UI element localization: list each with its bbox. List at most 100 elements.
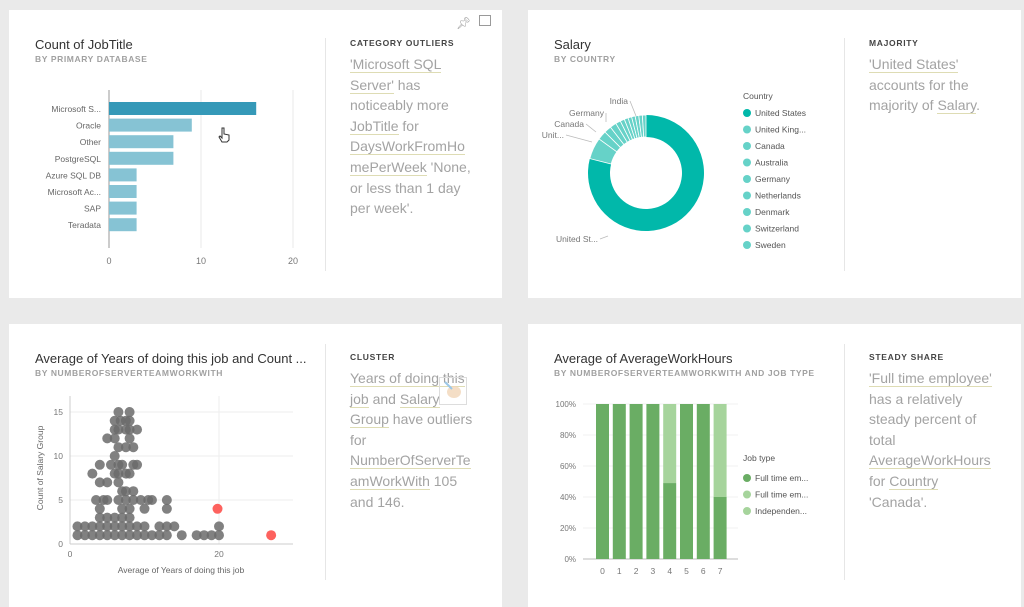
insight-text-segment: accounts for the majority of	[869, 76, 969, 114]
scatter-point	[139, 530, 150, 541]
legend-marker	[743, 158, 751, 167]
scatter-point	[139, 521, 150, 532]
scatter-point	[132, 424, 143, 435]
legend-marker	[743, 142, 751, 150]
scatter-point	[79, 521, 90, 532]
insight-text-segment: has a relatively steady percent of total	[869, 390, 977, 448]
insight-field-highlight: Salary Group	[350, 390, 440, 429]
legend-item: Australia	[755, 158, 788, 168]
scatter-point	[113, 442, 124, 453]
leader-line	[585, 123, 597, 133]
insight-field-highlight: JobTitle	[350, 117, 399, 135]
card-title: Average of Years of doing this job and C…	[35, 351, 307, 366]
scatter-point	[117, 503, 128, 514]
insight-field-highlight: AverageWorkHours	[869, 452, 991, 470]
slice-label: Canada	[554, 119, 584, 129]
leader-line	[599, 235, 609, 240]
y-tick-label: 100%	[556, 400, 576, 409]
scatter-point	[105, 459, 116, 470]
category-label: Oracle	[76, 121, 101, 131]
scatter-point	[94, 512, 105, 523]
category-label: Microsoft Ac...	[48, 187, 101, 197]
bar-chart: 0 10 20 Microsoft S... Oracle Other PostgreSQL…	[46, 90, 298, 266]
scatter-point	[72, 521, 83, 532]
donut-slice	[588, 115, 704, 231]
x-tick-label: 10	[196, 256, 206, 266]
donut-slice	[641, 114, 647, 138]
insight-text-segment: .	[976, 97, 981, 114]
scatter-point	[117, 459, 128, 470]
insight-card-majority[interactable]: Salary BY COUNTRY United St... Unit... Can…	[528, 10, 1021, 298]
insight-card-steady-share[interactable]: Average of AverageWorkHours BY NUMBEROFS…	[528, 324, 1021, 607]
expand-icon[interactable]	[479, 15, 491, 26]
card-title: Count of JobTitle	[35, 37, 133, 52]
legend-marker	[743, 474, 751, 482]
column-segment	[696, 404, 710, 559]
pin-icon[interactable]: 📌︎	[456, 16, 472, 30]
x-tick-label: 20	[288, 256, 298, 266]
slice-label: Germany	[569, 108, 605, 118]
leader-line	[629, 100, 637, 117]
scatter-point	[102, 433, 113, 444]
scatter-point	[102, 477, 113, 488]
bar	[109, 185, 137, 198]
legend-item: Independen...	[755, 506, 807, 516]
legend-item: Sweden	[755, 240, 786, 250]
scatter-point	[87, 468, 98, 479]
scatter-point	[124, 503, 135, 514]
bar	[109, 218, 137, 232]
scatter-point	[120, 442, 131, 453]
scatter-point	[79, 530, 90, 541]
legend-marker	[743, 175, 751, 183]
scatter-point	[109, 512, 120, 523]
y-axis-title: Count of Salary Group	[35, 425, 45, 510]
stacked-column-chart: 0% 20% 40% 60% 80% 100% 0 1 2 3 4 5 6 7 Job type Full t…	[556, 400, 809, 576]
legend-marker	[743, 125, 751, 134]
scatter-point	[128, 486, 139, 497]
column-segment	[713, 497, 727, 559]
legend-item: United States	[755, 108, 806, 118]
scatter-point	[102, 521, 113, 532]
insight-text-segment: and	[368, 390, 400, 407]
category-label: SAP	[84, 204, 101, 214]
legend-title: Job type	[743, 453, 775, 463]
scatter-point	[146, 495, 157, 505]
scatter-point	[109, 530, 120, 541]
card-subtitle: BY PRIMARY DATABASE	[35, 54, 148, 64]
scatter-point	[169, 521, 180, 532]
column-segment	[612, 404, 626, 559]
scatter-point	[132, 530, 143, 541]
scatter-point	[113, 477, 124, 488]
scatter-point	[135, 495, 146, 505]
column-segment	[629, 404, 643, 559]
card-subtitle: BY NUMBEROFSERVERTEAMWORKWITH AND JOB TY…	[554, 368, 815, 378]
insight-field-highlight: Salary	[937, 97, 977, 115]
scatter-point	[124, 424, 135, 435]
scatter-point	[113, 407, 124, 417]
insight-card-cluster[interactable]: Average of Years of doing this job and C…	[9, 324, 502, 607]
column-segment	[713, 404, 727, 497]
insight-card-category-outliers[interactable]: 📌︎ Count of JobTitle BY PRIMARY DATABASE…	[9, 10, 502, 298]
scatter-point	[102, 530, 113, 541]
slice-label: United St...	[556, 234, 598, 244]
scatter-point	[206, 530, 217, 541]
category-label: Azure SQL DB	[46, 170, 102, 180]
scatter-point	[120, 495, 131, 505]
scatter-point	[120, 486, 131, 497]
drag-hand-icon	[439, 377, 467, 405]
insight-type: STEADY SHARE	[869, 352, 944, 362]
scatter-point	[117, 512, 128, 523]
legend-marker	[743, 109, 751, 117]
column-segment	[646, 404, 660, 559]
y-tick-label: 60%	[560, 462, 576, 471]
scatter-point	[161, 495, 172, 505]
legend-item: Denmark	[755, 207, 790, 217]
leader-line	[565, 134, 593, 143]
legend-item: Switzerland	[755, 224, 799, 234]
insight-field-highlight: Years of doing this job	[350, 370, 465, 408]
insight-type: MAJORITY	[869, 38, 919, 48]
insight-text-segment: for	[398, 117, 419, 134]
scatter-point	[124, 433, 135, 444]
scatter-point	[109, 451, 120, 461]
